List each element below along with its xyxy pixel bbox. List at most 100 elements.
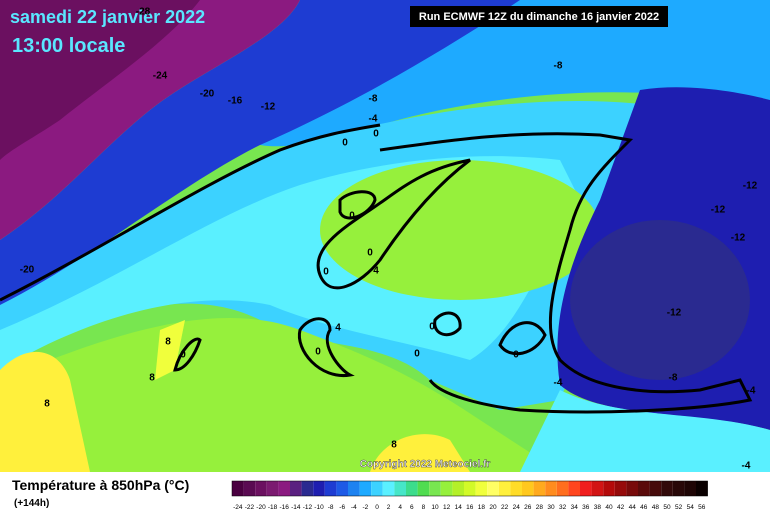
colorbar-swatch — [661, 481, 673, 496]
colorbar-swatch — [359, 481, 372, 496]
contour-label: 0 — [180, 350, 186, 361]
contour-label: 8 — [44, 399, 50, 410]
colorbar-swatch — [382, 481, 395, 496]
contour-label: 4 — [335, 323, 341, 334]
contour-label: -8 — [669, 373, 678, 384]
colorbar-label: 32 — [559, 504, 567, 511]
colorbar-label: 12 — [443, 504, 451, 511]
colorbar-label: 56 — [698, 504, 706, 511]
colorbar-label: 38 — [594, 504, 602, 511]
colorbar-label: 0 — [375, 504, 379, 511]
colorbar-swatch — [394, 481, 406, 496]
contour-label: -12 — [731, 233, 746, 244]
colorbar-label: 18 — [478, 504, 486, 511]
colorbar-swatch — [591, 481, 604, 496]
colorbar-swatch — [568, 481, 580, 496]
contour-label: 8 — [149, 373, 155, 384]
colorbar-swatch — [638, 481, 650, 496]
colorbar-label: 40 — [605, 504, 613, 511]
colorbar-swatch — [545, 481, 557, 496]
legend-title: Température à 850hPa (°C) — [12, 477, 189, 493]
colorbar-swatch — [452, 481, 464, 496]
contour-label: -8 — [369, 94, 378, 105]
colorbar-swatch — [278, 481, 290, 496]
colorbar-label: 20 — [489, 504, 497, 511]
contour-label: 0 — [513, 350, 519, 361]
colorbar-label: 16 — [466, 504, 474, 511]
colorbar-label: 48 — [652, 504, 660, 511]
contour-label: -8 — [554, 61, 563, 72]
colorbar-swatch — [266, 481, 279, 496]
contour-label: 8 — [165, 337, 171, 348]
colorbar-label: 28 — [536, 504, 544, 511]
legend-lead: (+144h) — [14, 498, 49, 509]
contour-label: 4 — [373, 266, 379, 277]
contour-label: -20 — [20, 265, 35, 276]
colorbar-label: -2 — [363, 504, 369, 511]
colorbar-swatch — [649, 481, 662, 496]
colorbar-label: -20 — [256, 504, 266, 511]
contour-label: -20 — [200, 89, 215, 100]
contour-label: 8 — [391, 440, 397, 451]
contour-label: -24 — [153, 71, 168, 82]
colorbar-swatch — [232, 481, 244, 496]
colorbar-label: 6 — [410, 504, 414, 511]
colorbar-swatch — [348, 481, 360, 496]
colorbar-label: 22 — [501, 504, 509, 511]
copyright: Copyright 2022 Meteociel.fr — [360, 459, 491, 470]
contour-label: -4 — [747, 386, 756, 397]
colorbar-swatch — [301, 481, 314, 496]
colorbar-swatch — [603, 481, 615, 496]
colorbar-swatch — [464, 481, 476, 496]
contour-label: 0 — [373, 129, 379, 140]
colorbar-label: -22 — [245, 504, 255, 511]
date-label: samedi 22 janvier 2022 — [10, 7, 205, 27]
colorbar-label: -6 — [339, 504, 345, 511]
colorbar-label: 4 — [398, 504, 402, 511]
colorbar-swatch — [324, 481, 337, 496]
colorbar-swatch — [406, 481, 418, 496]
colorbar-swatch — [243, 481, 256, 496]
run-label: Run ECMWF 12Z du dimanche 16 janvier 202… — [419, 11, 659, 23]
colorbar-label: -12 — [303, 504, 313, 511]
colorbar-frame — [231, 480, 708, 497]
colorbar-label: 26 — [524, 504, 532, 511]
colorbar-label: 36 — [582, 504, 590, 511]
colorbar-swatch — [336, 481, 348, 496]
colorbar-swatch — [371, 481, 383, 496]
contour-label: -4 — [554, 378, 563, 389]
colorbar-label: -8 — [328, 504, 334, 511]
colorbar-swatch — [614, 481, 627, 496]
contour-label: -16 — [228, 96, 243, 107]
colorbar-label: -4 — [351, 504, 357, 511]
colorbar-swatch — [417, 481, 430, 496]
colorbar-label: 2 — [387, 504, 391, 511]
contour-label: -4 — [369, 114, 378, 125]
colorbar-swatch — [429, 481, 441, 496]
colorbar-label: 50 — [663, 504, 671, 511]
colorbar-label: 44 — [629, 504, 637, 511]
time-label: 13:00 locale — [12, 35, 125, 57]
colorbar-label: 42 — [617, 504, 625, 511]
colorbar-swatch — [475, 481, 488, 496]
contour-lines — [0, 123, 753, 414]
colorbar-swatch — [522, 481, 534, 496]
colorbar: -24 -22 -20 -18 -16 -14 -12 -10 -8 -6 -4 -2 0 2 4 6 8 10 1… — [231, 480, 708, 511]
colorbar-label: -18 — [268, 504, 278, 511]
colorbar-label: -14 — [291, 504, 301, 511]
colorbar-swatch — [696, 481, 708, 496]
contour-label: -28 — [136, 7, 151, 18]
colorbar-swatch — [672, 481, 685, 496]
contour-label: 0 — [414, 349, 420, 360]
colorbar-label: 10 — [431, 504, 439, 511]
contour-label: -4 — [742, 461, 751, 472]
contour-label: -12 — [261, 102, 276, 113]
colorbar-swatch — [580, 481, 592, 496]
colorbar-label: -10 — [314, 504, 324, 511]
contour-label: 0 — [323, 267, 329, 278]
contour-label: 0 — [367, 248, 373, 259]
contour-label: 0 — [429, 322, 435, 333]
colorbar-label: 54 — [687, 504, 695, 511]
